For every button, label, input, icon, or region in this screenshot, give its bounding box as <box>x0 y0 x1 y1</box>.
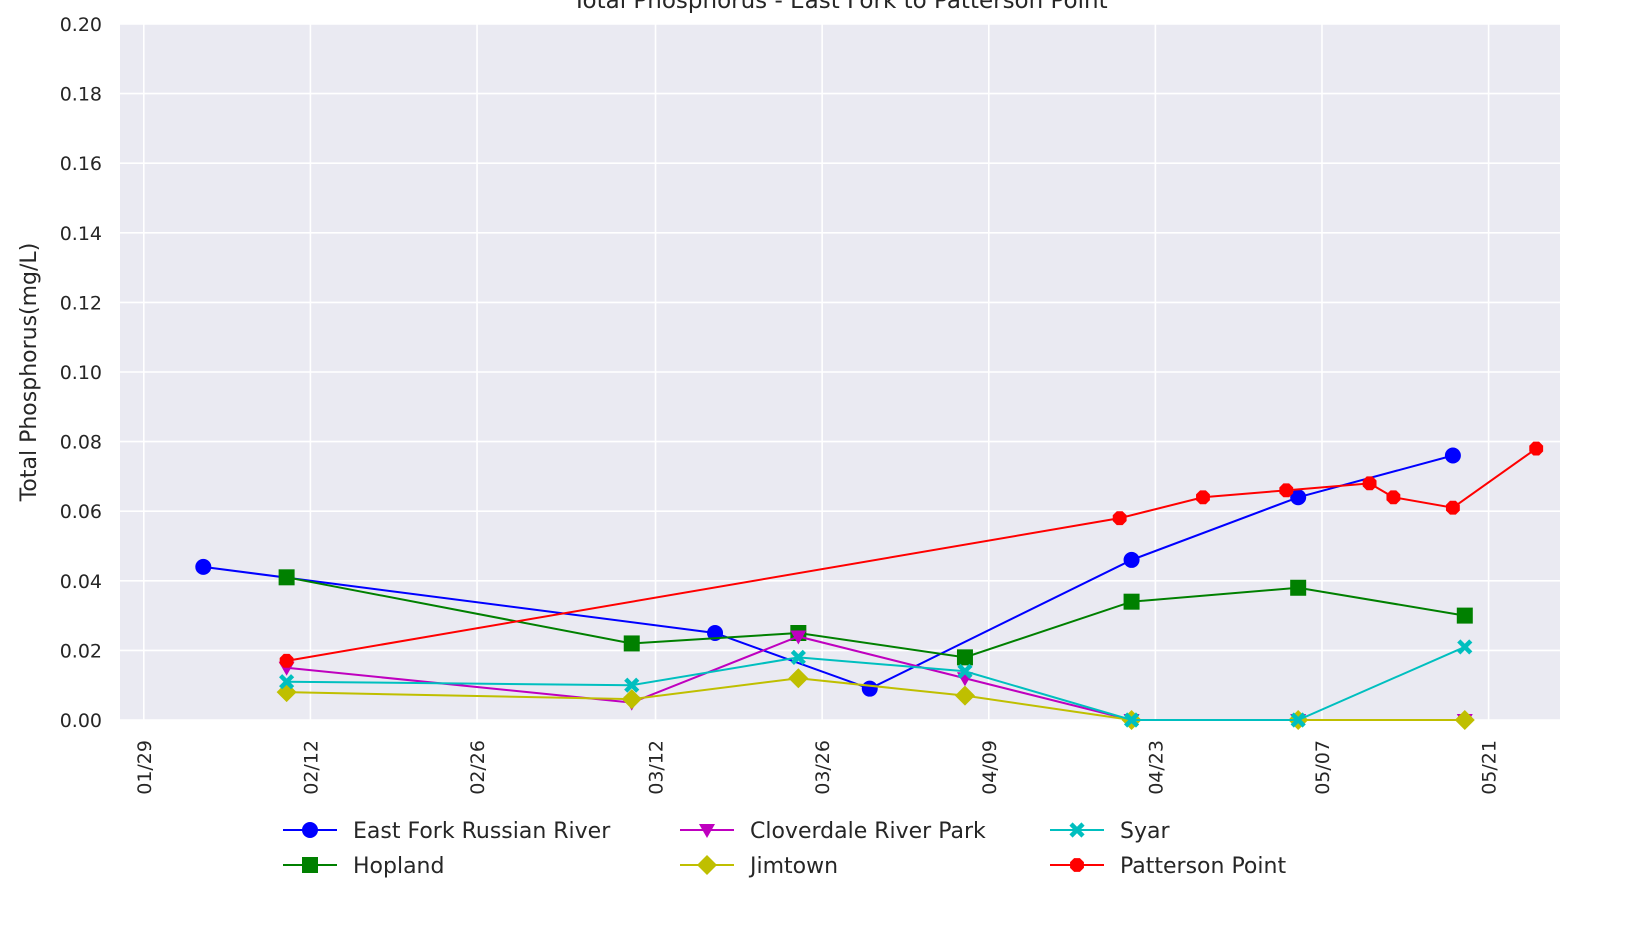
y-tick-label: 0.16 <box>60 153 102 175</box>
marker-stroke <box>1123 712 1140 728</box>
legend-label: East Fork Russian River <box>353 819 611 844</box>
marker-stroke <box>279 674 295 690</box>
y-tick-label: 0.02 <box>60 640 102 662</box>
series-patterson-point <box>279 441 1544 668</box>
data-point <box>1445 500 1460 515</box>
data-point <box>1362 476 1377 491</box>
legend-item: East Fork Russian River <box>283 819 611 844</box>
legend-marker <box>302 822 318 838</box>
data-point <box>1123 551 1140 568</box>
series-east-fork-russian-river <box>195 447 1461 697</box>
x-tick-label: 02/26 <box>467 740 489 795</box>
legend-item: Patterson Point <box>1050 854 1286 879</box>
marker-stroke <box>790 649 806 665</box>
legend-item: Jimtown <box>680 854 838 879</box>
legend-item: Hopland <box>283 854 444 879</box>
data-point <box>956 649 973 666</box>
x-tick-label: 04/23 <box>1145 740 1167 795</box>
data-point <box>279 674 295 690</box>
series-line <box>203 454 1454 690</box>
legend-label: Syar <box>1120 819 1170 844</box>
y-tick-label: 0.00 <box>60 710 102 732</box>
data-point <box>1279 483 1294 498</box>
data-point <box>1123 593 1140 610</box>
x-tick-label: 03/26 <box>812 740 834 795</box>
y-tick-label: 0.04 <box>60 571 102 593</box>
legend-marker <box>699 824 715 838</box>
data-point <box>1196 490 1210 505</box>
x-axis-ticks: 01/29 02/12 02/26 03/12 03/26 04/09 04/23 05/07… <box>134 740 1501 795</box>
marker-stroke <box>1290 712 1306 728</box>
gridlines <box>120 23 1560 721</box>
marker-stroke <box>624 677 640 693</box>
series-line <box>286 447 1537 662</box>
data-point <box>1454 710 1475 730</box>
x-tick-label: 02/12 <box>300 740 322 795</box>
data-point <box>1290 489 1307 506</box>
series-layer <box>195 441 1544 730</box>
data-point <box>279 653 294 668</box>
legend-item: Syar <box>1050 819 1170 844</box>
x-tick-label: 04/09 <box>979 740 1001 795</box>
data-point <box>621 689 642 710</box>
data-point <box>954 685 975 706</box>
series-syar <box>279 639 1473 728</box>
y-tick-label: 0.06 <box>60 501 102 523</box>
marker-stroke <box>957 663 973 679</box>
y-tick-label: 0.10 <box>60 362 102 384</box>
data-point <box>790 649 806 665</box>
y-axis-ticks: 0.00 0.02 0.04 0.06 0.08 0.10 0.12 0.14 0.16 0.18… <box>60 14 102 732</box>
data-point <box>1112 511 1127 526</box>
legend-marker <box>1070 858 1084 872</box>
data-point <box>195 558 212 575</box>
y-tick-label: 0.14 <box>60 223 102 245</box>
data-point <box>278 569 295 586</box>
legend: East Fork Russian River Hopland Cloverdale… <box>283 819 1286 879</box>
chart-title: Total Phosphorus - East Fork to Patterso… <box>571 0 1107 14</box>
data-point <box>1386 490 1401 505</box>
data-point <box>788 668 809 689</box>
legend-label: Jimtown <box>748 854 838 879</box>
series-hopland <box>278 569 1473 666</box>
data-point <box>1529 441 1544 456</box>
data-point <box>623 635 640 652</box>
x-tick-label: 03/12 <box>646 740 668 795</box>
data-point <box>1290 579 1307 596</box>
y-tick-label: 0.18 <box>60 84 102 106</box>
x-tick-label: 05/21 <box>1479 740 1501 795</box>
legend-marker <box>697 855 717 875</box>
x-tick-label: 01/29 <box>134 740 156 795</box>
data-point <box>1457 639 1473 655</box>
y-tick-label: 0.08 <box>60 432 102 454</box>
data-point <box>1290 712 1306 728</box>
legend-marker <box>302 857 318 873</box>
y-axis-label: Total Phosphorus(mg/L) <box>17 243 42 503</box>
data-point <box>957 663 973 679</box>
legend-label: Hopland <box>353 854 444 879</box>
y-tick-label: 0.20 <box>60 14 102 36</box>
x-tick-label: 05/07 <box>1312 740 1334 795</box>
legend-label: Cloverdale River Park <box>750 819 986 844</box>
marker-stroke <box>1069 822 1085 838</box>
data-point <box>1456 607 1473 624</box>
legend-item: Cloverdale River Park <box>680 819 986 844</box>
legend-marker <box>1069 822 1085 838</box>
data-point <box>624 677 640 693</box>
data-point <box>861 680 878 697</box>
data-point <box>790 630 807 645</box>
legend-label: Patterson Point <box>1120 854 1286 879</box>
marker-stroke <box>1457 639 1473 655</box>
y-tick-label: 0.12 <box>60 292 102 314</box>
data-point <box>1123 712 1140 728</box>
data-point <box>1444 447 1461 464</box>
